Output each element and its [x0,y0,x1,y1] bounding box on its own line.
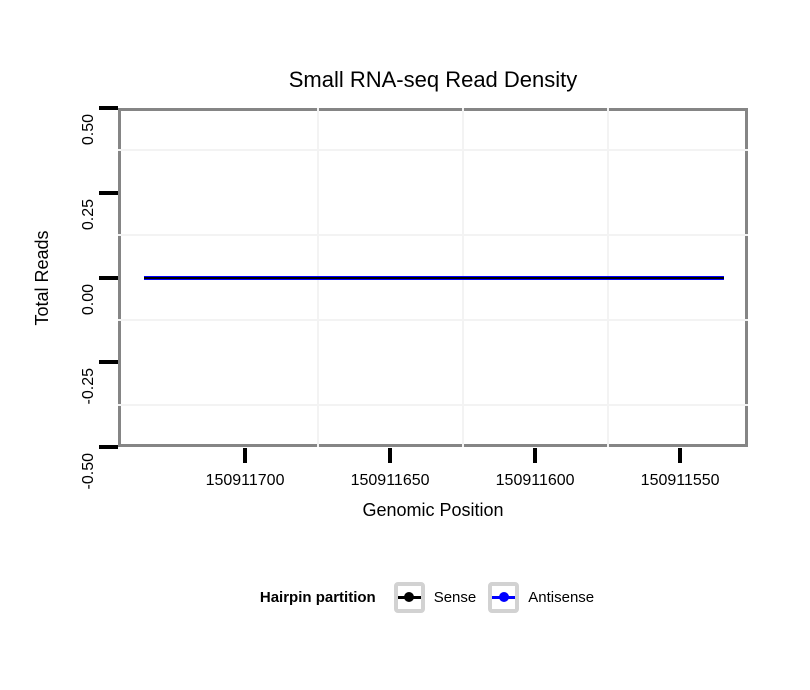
y-axis-tick [99,445,118,449]
legend-item-label: Sense [433,588,477,606]
y-axis-title: Total Reads [32,230,52,326]
minor-gridline-horizontal [118,149,748,152]
x-tick-label: 150911600 [495,472,575,489]
legend-key-dot [498,592,509,602]
legend-key-line [492,592,516,602]
minor-gridline-horizontal [118,234,748,237]
y-axis-tick [99,106,118,110]
minor-gridline-horizontal [118,403,748,406]
x-tick-label: 150911550 [640,472,720,489]
legend-item: Antisense [488,581,595,613]
x-axis-title: Genomic Position [362,500,504,520]
x-axis-tick [243,448,248,463]
x-tick-label: 150911700 [205,472,285,489]
y-axis-tick [99,275,118,280]
legend: Hairpin partition Sense Antisense [118,580,748,614]
legend-item-label: Antisense [528,588,595,606]
y-tick-label: 0.25 [80,198,97,230]
chart-title: Small RNA-seq Read Density [288,67,578,92]
legend-key-box [488,581,520,613]
y-tick-label: 0.00 [80,283,97,315]
x-axis-tick [678,448,683,463]
legend-item: Sense [393,581,477,613]
y-tick-label: 0.50 [80,114,97,146]
legend-key-line [397,592,421,602]
y-axis-tick [99,190,118,195]
y-axis-tick [99,360,118,365]
y-tick-label: -0.50 [80,453,97,490]
legend-title: Hairpin partition [259,588,376,606]
legend-key-box [393,581,425,613]
x-tick-label: 150911650 [350,472,430,489]
y-tick-label: -0.25 [80,368,97,405]
minor-gridline-horizontal [118,318,748,321]
x-axis-tick [533,448,538,463]
series-line-sense [143,276,724,279]
legend-items: Sense Antisense [393,581,606,613]
legend-key-dot [404,592,415,602]
x-axis-tick [388,448,393,463]
